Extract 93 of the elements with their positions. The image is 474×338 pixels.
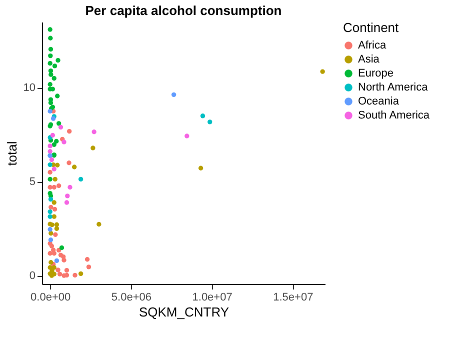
legend-label: Europe [358,68,394,80]
point [48,196,54,202]
point [55,162,60,168]
point [54,258,60,264]
point [208,120,212,124]
legend-title: Continent [343,20,400,35]
legend-label: Asia [358,54,380,66]
point [52,184,56,190]
point [48,72,54,77]
point [59,245,64,250]
point [48,36,53,40]
point [48,238,54,242]
point [48,214,52,219]
x-tick-label: 5.0e+06 [111,292,152,304]
point [52,200,56,205]
point [171,92,176,98]
point [58,124,64,130]
point [68,184,72,190]
point [52,142,56,147]
legend-label: Oceania [358,96,400,108]
point [48,108,52,114]
point [48,227,52,232]
point [48,82,52,87]
point [52,214,56,219]
point [200,114,206,118]
x-tick-label: 1.5e+07 [273,292,314,304]
point [53,232,58,237]
point [52,64,58,68]
point [52,206,58,212]
point [48,204,54,210]
point [64,200,70,205]
point [48,162,52,168]
point [54,222,60,227]
point [52,76,56,81]
point [48,46,54,52]
point [50,132,56,138]
point [56,58,60,63]
point [96,222,102,227]
point [86,264,92,270]
point [62,258,66,262]
point [90,146,96,150]
point [48,251,52,256]
point [52,265,56,270]
x-axis-title: SQKM_CNTRY [138,304,230,320]
point [66,128,72,134]
point [84,257,90,262]
point [48,230,54,236]
point [72,272,78,278]
point [65,194,70,198]
point [320,69,325,74]
point [48,170,52,175]
point [78,176,84,182]
legend-label: Africa [358,40,387,52]
point [62,273,66,278]
point [56,121,62,126]
point [52,176,58,182]
y-tick-label: 10 [23,82,36,94]
point [48,209,52,214]
point [48,27,52,32]
y-axis-title: total [4,141,20,166]
point [62,140,66,144]
point [78,271,84,276]
point [52,166,56,172]
x-tick-label: 0.0e+00 [30,292,71,304]
point [48,60,52,66]
point [52,251,56,256]
point [48,260,54,265]
point [66,160,72,166]
point [54,226,60,231]
point [49,157,54,162]
point [54,138,59,144]
legend-label: North America [358,82,429,94]
point [92,130,96,134]
point [56,183,62,188]
point [49,244,54,248]
point [48,184,52,190]
point [48,149,52,154]
legend-label: South America [358,110,430,122]
point [57,272,62,276]
point [184,134,190,138]
chart-title: Per capita alcohol consumption [85,3,282,18]
y-tick-label: 5 [29,176,36,188]
point [48,176,52,182]
point [48,53,53,58]
point [55,94,60,98]
point [48,144,52,148]
point [48,68,54,74]
point [72,164,77,170]
y-tick-label: 0 [29,270,36,282]
point [56,268,60,272]
x-tick-label: 1.0e+07 [192,292,232,304]
point [64,268,70,273]
point [198,166,204,170]
